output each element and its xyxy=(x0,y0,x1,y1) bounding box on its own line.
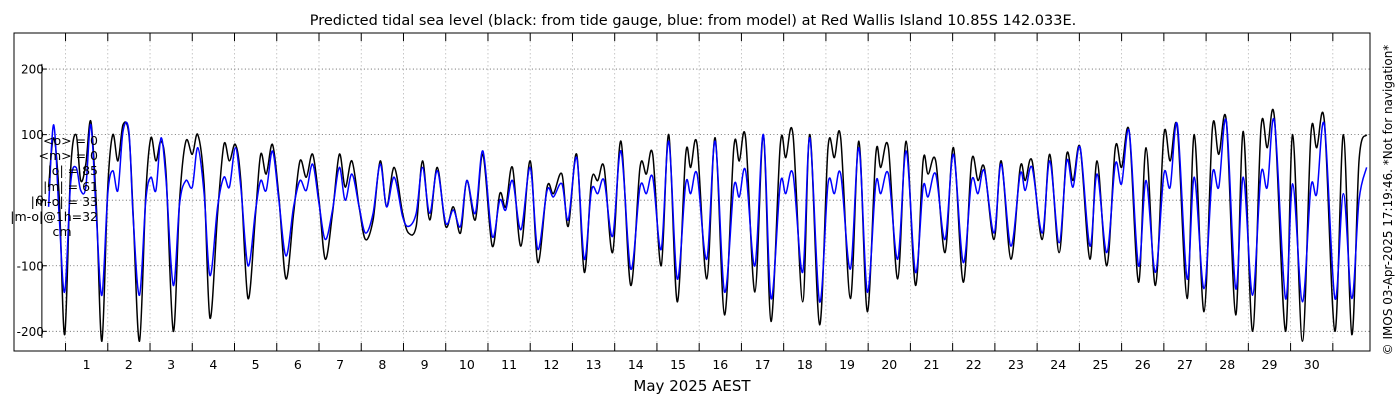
x-tick-label: 20 xyxy=(881,357,897,372)
model-series-line xyxy=(47,117,1368,303)
x-tick-label: 29 xyxy=(1262,357,1278,372)
x-tick-label: 13 xyxy=(586,357,602,372)
x-tick-label: 7 xyxy=(336,357,344,372)
stat-mean-model: <m> = 0 xyxy=(38,148,99,164)
y-tick-label: 100 xyxy=(21,128,44,142)
x-tick-label: 18 xyxy=(797,357,813,372)
stat-mean-observed: <o> = 0 xyxy=(43,133,98,148)
stat-abs-model: |m| = 61 xyxy=(43,178,98,194)
stat-abs-difference: |m-o| = 33 xyxy=(30,193,98,209)
x-tick-label: 10 xyxy=(459,357,475,372)
x-tick-label: 26 xyxy=(1135,357,1151,372)
x-tick-label: 1 xyxy=(83,357,91,372)
y-tick-label: -100 xyxy=(17,259,44,273)
series-lines xyxy=(47,108,1368,342)
stat-abs-difference-1h: |m-o|@1h=32 xyxy=(10,209,98,225)
x-tick-label: 2 xyxy=(125,357,133,372)
y-tick-label: 200 xyxy=(21,63,44,77)
x-tick-label: 3 xyxy=(167,357,175,372)
x-tick-label: 5 xyxy=(252,357,260,372)
x-tick-label: 8 xyxy=(378,357,386,372)
x-tick-label: 24 xyxy=(1050,357,1066,372)
x-tick-label: 11 xyxy=(501,357,517,372)
y-tick-label: -200 xyxy=(17,325,44,339)
y-tick-label: 0 xyxy=(36,194,44,208)
tide-gauge-series-line xyxy=(47,108,1368,342)
grid-lines xyxy=(41,33,1370,351)
x-tick-label: 30 xyxy=(1304,357,1320,372)
x-tick-label: 6 xyxy=(294,357,302,372)
stat-unit: cm xyxy=(52,224,72,240)
x-tick-label: 15 xyxy=(670,357,686,372)
x-tick-label: 28 xyxy=(1219,357,1235,372)
x-tick-label: 9 xyxy=(421,357,429,372)
x-tick-label: 21 xyxy=(924,357,940,372)
copyright-note: © IMOS 03-Apr-2025 17:19:46. *Not for na… xyxy=(1381,45,1395,356)
x-axis-label: May 2025 AEST xyxy=(633,377,751,395)
x-tick-label: 4 xyxy=(209,357,217,372)
x-tick-label: 17 xyxy=(755,357,771,372)
x-tick-label: 27 xyxy=(1177,357,1193,372)
x-tick-label: 25 xyxy=(1093,357,1109,372)
x-tick-label: 23 xyxy=(1008,357,1024,372)
stat-abs-observed: |o| = 85 xyxy=(47,163,98,179)
x-tick-label: 16 xyxy=(712,357,728,372)
x-tick-label: 22 xyxy=(966,357,982,372)
chart-title: Predicted tidal sea level (black: from t… xyxy=(310,13,1077,29)
statistics-panel: <o> = 0 <m> = 0 |o| = 85 |m| = 61 |m-o| … xyxy=(0,133,98,239)
x-tick-label: 14 xyxy=(628,357,644,372)
x-tick-label: 19 xyxy=(839,357,855,372)
x-tick-label: 12 xyxy=(543,357,559,372)
